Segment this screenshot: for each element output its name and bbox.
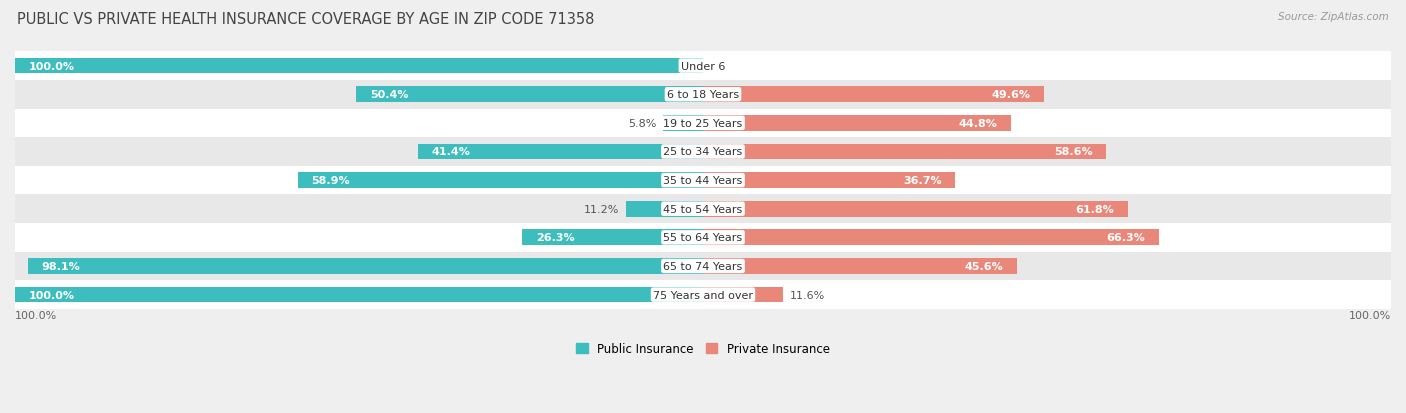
Bar [15,81,1391,109]
Text: Source: ZipAtlas.com: Source: ZipAtlas.com [1278,12,1389,22]
Bar [626,202,703,217]
Text: 45 to 54 Years: 45 to 54 Years [664,204,742,214]
Text: 25 to 34 Years: 25 to 34 Years [664,147,742,157]
Text: 45.6%: 45.6% [965,261,1002,271]
Text: 61.8%: 61.8% [1076,204,1115,214]
Text: 11.6%: 11.6% [790,290,825,300]
Text: 100.0%: 100.0% [15,311,58,320]
Text: PUBLIC VS PRIVATE HEALTH INSURANCE COVERAGE BY AGE IN ZIP CODE 71358: PUBLIC VS PRIVATE HEALTH INSURANCE COVER… [17,12,595,27]
Bar [703,87,1045,103]
Text: 58.9%: 58.9% [312,176,350,186]
Text: 100.0%: 100.0% [28,62,75,71]
Text: 55 to 64 Years: 55 to 64 Years [664,233,742,243]
Text: 50.4%: 50.4% [370,90,409,100]
Bar [15,109,1391,138]
Bar [15,287,703,303]
Text: 75 Years and over: 75 Years and over [652,290,754,300]
Bar [703,116,1011,131]
Text: 58.6%: 58.6% [1053,147,1092,157]
Text: 19 to 25 Years: 19 to 25 Years [664,119,742,128]
Bar [15,252,1391,280]
Text: 98.1%: 98.1% [42,261,80,271]
Text: 6 to 18 Years: 6 to 18 Years [666,90,740,100]
Text: 26.3%: 26.3% [536,233,575,243]
Bar [356,87,703,103]
Text: 100.0%: 100.0% [28,290,75,300]
Bar [664,116,703,131]
Legend: Public Insurance, Private Insurance: Public Insurance, Private Insurance [571,337,835,360]
Text: 65 to 74 Years: 65 to 74 Years [664,261,742,271]
Text: 49.6%: 49.6% [991,90,1031,100]
Bar [703,173,956,188]
Bar [15,223,1391,252]
Text: 35 to 44 Years: 35 to 44 Years [664,176,742,186]
Text: Under 6: Under 6 [681,62,725,71]
Bar [703,259,1017,274]
Text: 11.2%: 11.2% [583,204,619,214]
Text: 36.7%: 36.7% [903,176,942,186]
Bar [15,52,1391,81]
Bar [15,138,1391,166]
Bar [703,230,1159,246]
Bar [15,280,1391,309]
Text: 5.8%: 5.8% [628,119,657,128]
Text: 66.3%: 66.3% [1107,233,1146,243]
Text: 44.8%: 44.8% [959,119,997,128]
Text: 100.0%: 100.0% [1348,311,1391,320]
Bar [15,195,1391,223]
Bar [703,144,1107,160]
Bar [28,259,703,274]
Text: 41.4%: 41.4% [432,147,471,157]
Bar [298,173,703,188]
Bar [703,287,783,303]
Bar [418,144,703,160]
Bar [522,230,703,246]
Bar [15,59,703,74]
Bar [15,166,1391,195]
Bar [703,202,1128,217]
